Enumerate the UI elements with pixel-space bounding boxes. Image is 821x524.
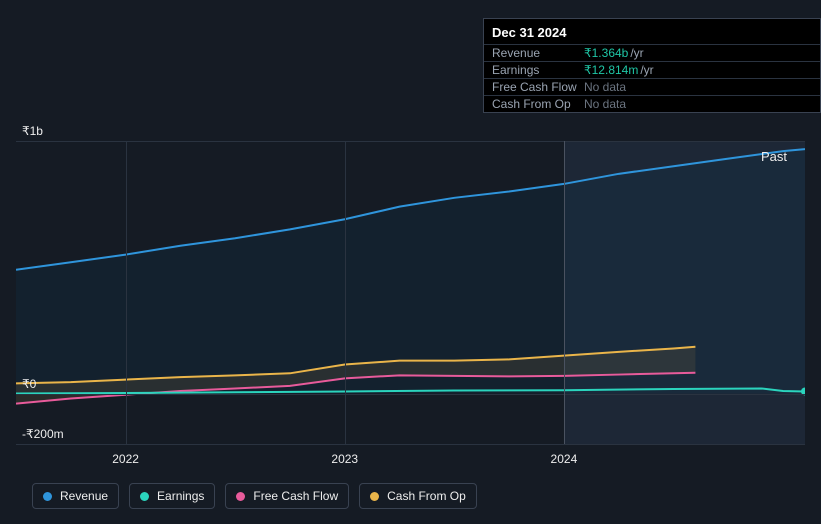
- financials-chart: Dec 31 2024 Revenue₹1.364b /yrEarnings₹1…: [16, 0, 805, 524]
- legend-swatch: [370, 492, 379, 501]
- y-axis-label: ₹1b: [22, 124, 43, 138]
- tooltip-row: Revenue₹1.364b /yr: [484, 44, 820, 61]
- legend-swatch: [140, 492, 149, 501]
- y-axis-label: ₹0: [22, 377, 36, 391]
- tooltip-value: ₹12.814m: [584, 63, 638, 77]
- tooltip-unit: /yr: [630, 46, 643, 60]
- tooltip-row: Free Cash FlowNo data: [484, 78, 820, 95]
- legend-item-free_cash_flow[interactable]: Free Cash Flow: [225, 483, 349, 509]
- legend-item-revenue[interactable]: Revenue: [32, 483, 119, 509]
- y-gridline: [16, 394, 805, 395]
- x-gridline: [345, 141, 346, 444]
- y-gridline: [16, 444, 805, 445]
- x-gridline: [126, 141, 127, 444]
- y-axis-label: -₹200m: [22, 427, 64, 441]
- legend-label: Revenue: [60, 489, 108, 503]
- legend: Revenue Earnings Free Cash Flow Cash From O…: [32, 483, 477, 509]
- x-axis-label: 2022: [112, 452, 139, 466]
- tooltip-nodata: No data: [584, 80, 626, 94]
- x-axis-label: 2024: [551, 452, 578, 466]
- y-gridline: [16, 141, 805, 142]
- tooltip-nodata: No data: [584, 97, 626, 111]
- tooltip-row: Cash From OpNo data: [484, 95, 820, 112]
- past-label: Past: [761, 149, 787, 164]
- x-axis-label: 2023: [331, 452, 358, 466]
- tooltip-date: Dec 31 2024: [484, 19, 820, 44]
- tooltip-row-label: Free Cash Flow: [492, 80, 584, 94]
- tooltip-row-label: Earnings: [492, 63, 584, 77]
- tooltip-row: Earnings₹12.814m /yr: [484, 61, 820, 78]
- legend-item-earnings[interactable]: Earnings: [129, 483, 215, 509]
- legend-label: Free Cash Flow: [253, 489, 338, 503]
- legend-swatch: [43, 492, 52, 501]
- tooltip-value: ₹1.364b: [584, 46, 628, 60]
- legend-label: Earnings: [157, 489, 204, 503]
- hover-marker-line: [564, 141, 565, 444]
- tooltip-row-label: Cash From Op: [492, 97, 584, 111]
- chart-tooltip: Dec 31 2024 Revenue₹1.364b /yrEarnings₹1…: [483, 18, 821, 113]
- tooltip-unit: /yr: [640, 63, 653, 77]
- legend-swatch: [236, 492, 245, 501]
- plot-area[interactable]: [16, 141, 805, 444]
- tooltip-row-label: Revenue: [492, 46, 584, 60]
- legend-label: Cash From Op: [387, 489, 466, 503]
- chart-svg: [16, 141, 805, 444]
- legend-item-cash_from_op[interactable]: Cash From Op: [359, 483, 477, 509]
